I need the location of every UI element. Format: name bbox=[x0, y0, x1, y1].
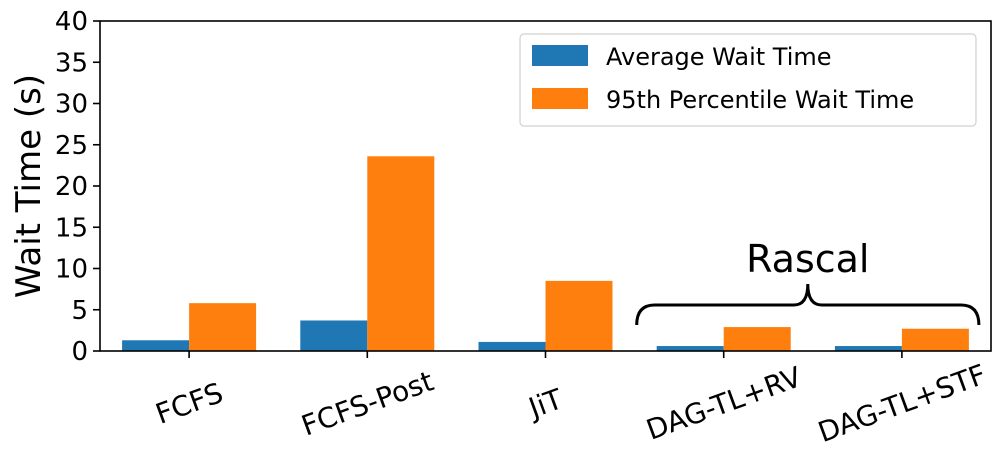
bar-average-fcfs-post bbox=[300, 320, 368, 351]
x-axis-ticks: FCFS FCFS-Post JiT DAG-TL+RV DAG-TL+STF bbox=[151, 351, 990, 449]
y-tick-label: 35 bbox=[55, 48, 88, 78]
x-tick-label: FCFS bbox=[151, 376, 227, 431]
plot-frame bbox=[99, 20, 992, 352]
bar-average-dag-tl-stf bbox=[834, 346, 902, 351]
y-tick-label: 0 bbox=[71, 337, 88, 367]
x-tick-label: DAG-TL+STF bbox=[814, 358, 991, 449]
y-tick-label: 10 bbox=[55, 255, 88, 285]
rascal-brace bbox=[635, 283, 981, 326]
y-tick-label: 25 bbox=[55, 131, 88, 161]
bar-average-jit bbox=[478, 341, 546, 351]
y-axis-label: Wait Time (s) bbox=[9, 74, 49, 298]
legend-label-95th: 95th Percentile Wait Time bbox=[606, 86, 914, 114]
bar-average-dag-tl-rv bbox=[656, 346, 724, 351]
bars bbox=[122, 156, 969, 351]
bar-95th-dag-tl-stf bbox=[901, 328, 969, 351]
y-axis-ticks: 0 5 10 15 20 25 30 35 40 bbox=[55, 7, 100, 367]
bar-95th-fcfs-post bbox=[367, 156, 435, 351]
y-tick-label: 5 bbox=[71, 296, 88, 326]
x-tick-label: JiT bbox=[523, 382, 568, 425]
bar-average-fcfs bbox=[122, 340, 190, 351]
legend: Average Wait Time 95th Percentile Wait T… bbox=[519, 33, 977, 127]
y-tick-label: 20 bbox=[55, 172, 88, 202]
legend-label-average: Average Wait Time bbox=[606, 43, 832, 71]
bar-95th-fcfs bbox=[189, 303, 257, 351]
x-tick-label: FCFS-Post bbox=[297, 364, 438, 442]
legend-swatch-average bbox=[532, 45, 588, 66]
y-tick-label: 30 bbox=[55, 90, 88, 120]
y-tick-label: 40 bbox=[55, 7, 88, 37]
bar-95th-jit bbox=[545, 280, 613, 351]
legend-swatch-95th bbox=[532, 88, 588, 109]
rascal-annotation: Rascal bbox=[746, 237, 869, 281]
y-tick-label: 15 bbox=[55, 213, 88, 243]
legend-box bbox=[519, 33, 977, 127]
x-tick-label: DAG-TL+RV bbox=[642, 360, 806, 446]
bar-95th-dag-tl-rv bbox=[723, 327, 791, 351]
